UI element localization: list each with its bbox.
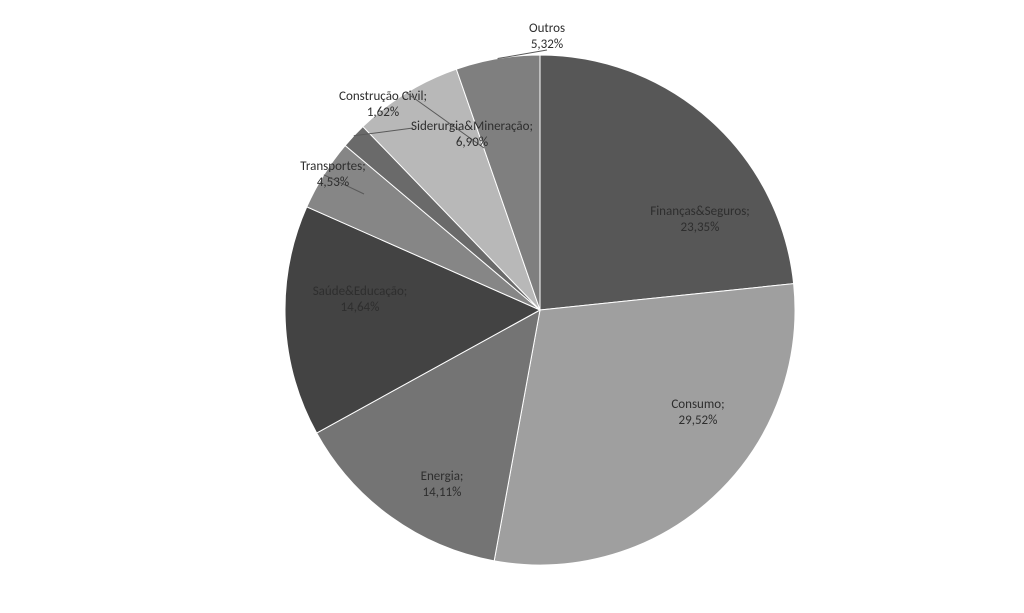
pie-label-consumo: Consumo;29,52% (671, 397, 724, 428)
slice-label-name: Finanças&Seguros; (650, 204, 750, 219)
slice-label-name: Outros (529, 21, 565, 36)
pie-chart-container: Finanças&Seguros;23,35% Consumo;29,52% Ene… (0, 0, 1024, 613)
slice-label-name: Siderurgia&Mineração; (411, 119, 533, 134)
slice-label-name: Construção Civil; (339, 89, 427, 104)
slice-label-name: Saúde&Educação; (313, 284, 408, 299)
slice-label-text: Energia;14,11% (421, 469, 464, 500)
slice-label-percent: 1,62% (367, 105, 399, 120)
slice-label-percent: 23,35% (681, 220, 720, 235)
slice-label-percent: 14,11% (423, 485, 462, 500)
slice-label-percent: 5,32% (531, 37, 563, 52)
slice-label-percent: 6,90% (456, 135, 488, 150)
pie-chart-svg: Finanças&Seguros;23,35% Consumo;29,52% Ene… (0, 0, 1024, 613)
pie-label-energia: Energia;14,11% (421, 469, 464, 500)
slice-label-text: Consumo;29,52% (671, 397, 724, 428)
slice-label-name: Transportes; (300, 159, 365, 174)
pie-slice-finan-as-seguros (540, 55, 794, 310)
slice-label-percent: 4,53% (317, 175, 349, 190)
pie-label-outros: Outros5,32% (498, 21, 565, 59)
slice-label-name: Energia; (421, 469, 464, 484)
slice-label-percent: 14,64% (341, 300, 380, 315)
slice-label-percent: 29,52% (679, 413, 718, 428)
slice-label-name: Consumo; (671, 397, 724, 412)
slice-label-text: Outros5,32% (529, 21, 565, 52)
pie-slice-consumo (494, 284, 795, 565)
